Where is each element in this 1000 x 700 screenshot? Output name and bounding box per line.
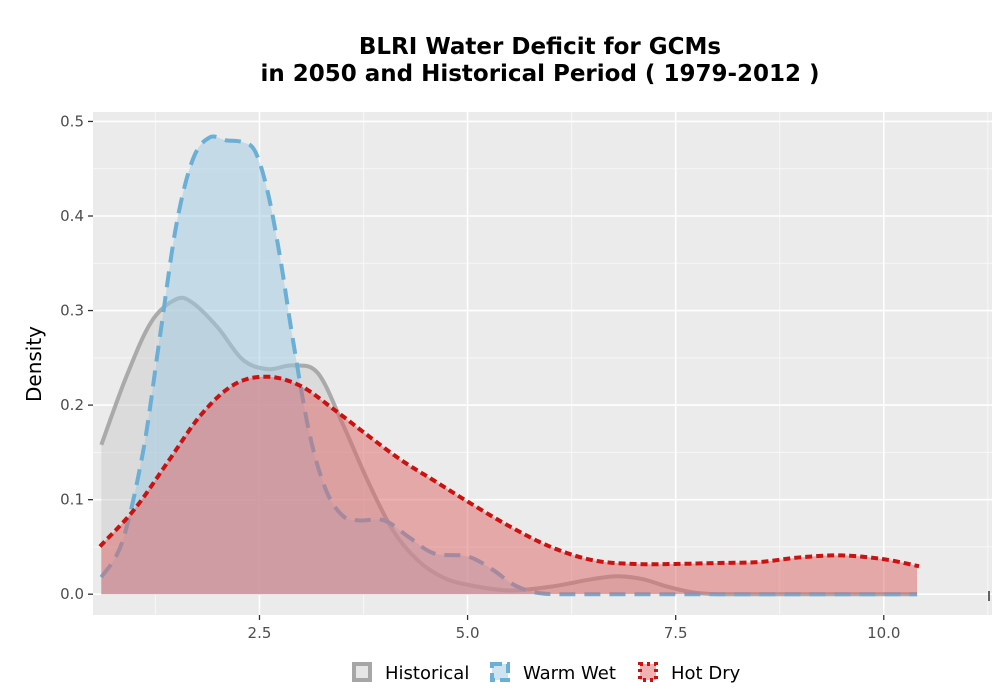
chart-title-line-2: in 2050 and Historical Period ( 1979-201… xyxy=(260,61,819,87)
legend-key-warm-wet xyxy=(490,662,510,682)
y-tick-label: 0.1 xyxy=(60,491,84,509)
legend-key-hot-dry xyxy=(638,662,658,682)
x-axis: 2.5 5.0 7.5 10.0 xyxy=(248,615,900,642)
legend: Historical Warm Wet Hot Dry xyxy=(352,662,741,684)
y-tick-label: 0.5 xyxy=(60,112,84,130)
y-tick-label: 0.2 xyxy=(60,396,84,414)
series-layer xyxy=(98,134,920,597)
x-tick-label: 5.0 xyxy=(456,624,480,642)
legend-item-hot-dry: Hot Dry xyxy=(638,662,741,684)
y-axis: 0.0 0.1 0.2 0.3 0.4 0.5 xyxy=(60,112,93,603)
chart-title-line-1: BLRI Water Deficit for GCMs xyxy=(359,34,721,60)
series-line-hot-dry xyxy=(98,374,920,569)
legend-item-historical: Historical xyxy=(352,662,469,684)
y-tick-label: 0.0 xyxy=(60,585,84,603)
legend-label-hot-dry: Hot Dry xyxy=(671,663,741,684)
series-area-hot-dry xyxy=(101,376,918,595)
y-axis-title: Density xyxy=(22,326,46,402)
x-tick-label: 2.5 xyxy=(248,624,272,642)
legend-item-warm-wet: Warm Wet xyxy=(490,662,616,684)
y-tick-label: 0.4 xyxy=(60,207,84,225)
legend-label-historical: Historical xyxy=(385,663,469,684)
x-tick-label: 10.0 xyxy=(867,624,900,642)
legend-label-warm-wet: Warm Wet xyxy=(523,663,616,684)
y-tick-label: 0.3 xyxy=(60,302,84,320)
legend-key-historical xyxy=(352,662,372,682)
x-tick-label: 7.5 xyxy=(664,624,688,642)
